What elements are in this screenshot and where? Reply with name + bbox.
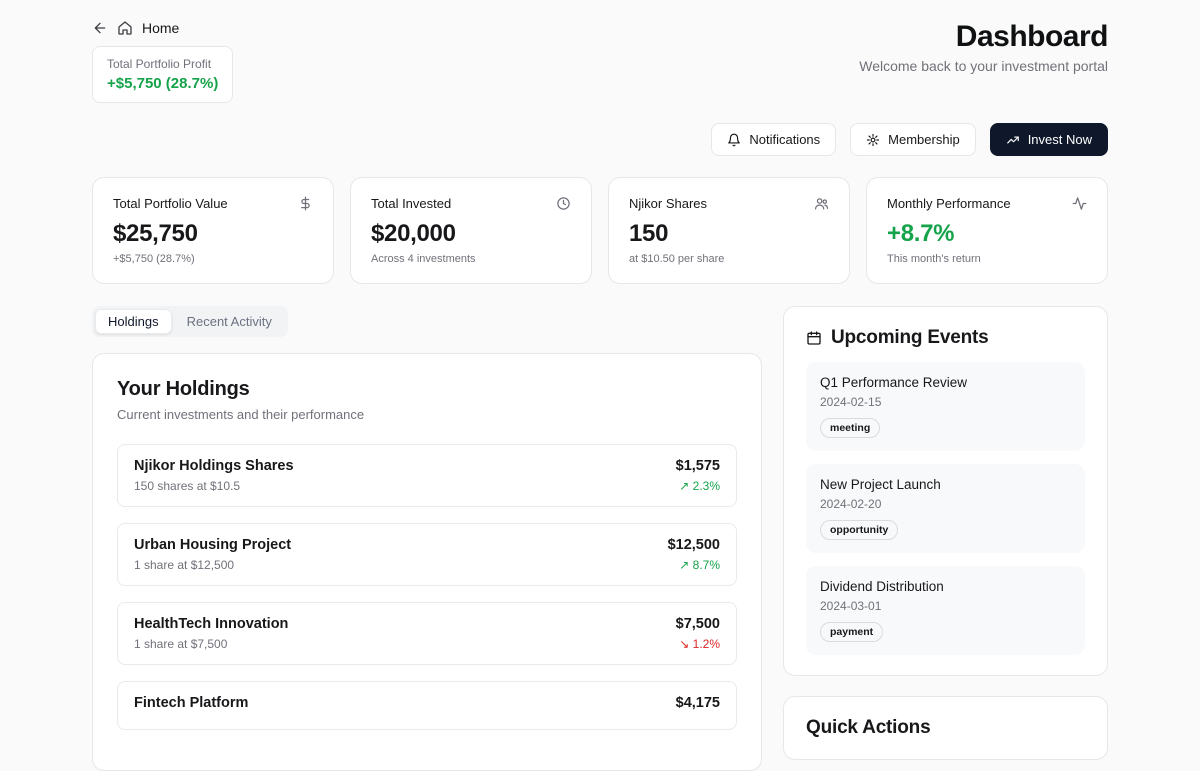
stat-label: Monthly Performance bbox=[887, 196, 1011, 211]
holding-row: Fintech Platform $4,175 bbox=[117, 681, 737, 730]
page-title: Dashboard bbox=[955, 20, 1109, 53]
event-tag-badge: opportunity bbox=[820, 520, 899, 540]
holding-name: Urban Housing Project bbox=[134, 537, 292, 553]
actions-row: Notifications Membership Invest Now bbox=[92, 123, 1108, 156]
holding-row: Urban Housing Project 1 share at $12,500… bbox=[117, 523, 737, 586]
stat-card-njikor-shares: Njikor Shares 150 at $10.50 per share bbox=[608, 177, 850, 284]
event-date: 2024-03-01 bbox=[820, 599, 882, 613]
stat-card-portfolio-value: Total Portfolio Value $25,750 +$5,750 (2… bbox=[92, 177, 334, 284]
stat-card-total-invested: Total Invested $20,000 Across 4 investme… bbox=[350, 177, 592, 284]
main-content: Holdings Recent Activity Your Holdings C… bbox=[92, 306, 1108, 771]
tab-recent-activity[interactable]: Recent Activity bbox=[174, 309, 285, 334]
clock-icon bbox=[556, 196, 571, 211]
event-date: 2024-02-20 bbox=[820, 497, 882, 511]
stat-label: Total Invested bbox=[371, 196, 452, 211]
stat-label: Total Portfolio Value bbox=[113, 196, 228, 211]
users-icon bbox=[814, 196, 829, 211]
right-column: Upcoming Events Q1 Performance Review 20… bbox=[783, 306, 1108, 760]
event-name: Q1 Performance Review bbox=[820, 375, 968, 390]
tab-bar: Holdings Recent Activity bbox=[92, 306, 288, 337]
left-column: Holdings Recent Activity Your Holdings C… bbox=[92, 306, 762, 771]
notifications-label: Notifications bbox=[749, 132, 821, 147]
holding-change: ↘ 1.2% bbox=[676, 637, 720, 651]
gear-icon bbox=[866, 133, 880, 147]
holding-change: ↗ 2.3% bbox=[676, 479, 720, 493]
holding-detail: 150 shares at $10.5 bbox=[134, 479, 241, 493]
holding-detail: 1 share at $7,500 bbox=[134, 637, 228, 651]
breadcrumb: Home bbox=[92, 20, 233, 36]
notifications-button[interactable]: Notifications bbox=[711, 123, 837, 156]
trend-arrow-icon: ↗ bbox=[679, 479, 690, 493]
home-icon[interactable] bbox=[117, 20, 133, 36]
holdings-list: Njikor Holdings Shares 150 shares at $10… bbox=[117, 444, 737, 730]
dollar-icon bbox=[298, 196, 313, 211]
stat-sub: at $10.50 per share bbox=[629, 253, 725, 265]
stat-value: $25,750 bbox=[113, 220, 198, 247]
stat-value: 150 bbox=[629, 220, 669, 247]
back-icon[interactable] bbox=[92, 20, 108, 36]
holding-value: $7,500 bbox=[675, 616, 720, 632]
stat-value: +8.7% bbox=[887, 220, 955, 247]
bell-icon bbox=[727, 133, 741, 147]
trend-arrow-icon: ↘ bbox=[679, 637, 690, 651]
stat-card-monthly-performance: Monthly Performance +8.7% This month's r… bbox=[866, 177, 1108, 284]
membership-button[interactable]: Membership bbox=[850, 123, 976, 156]
holding-detail: 1 share at $12,500 bbox=[134, 558, 235, 572]
topbar: Home Total Portfolio Profit +$5,750 (28.… bbox=[92, 20, 1108, 103]
topbar-left: Home Total Portfolio Profit +$5,750 (28.… bbox=[92, 20, 234, 103]
topbar-right: Dashboard Welcome back to your investmen… bbox=[859, 20, 1108, 74]
holdings-title: Your Holdings bbox=[117, 378, 250, 400]
event-item: New Project Launch 2024-02-20 opportunit… bbox=[806, 464, 1085, 553]
page-subtitle: Welcome back to your investment portal bbox=[859, 58, 1108, 74]
holding-change: ↗ 8.7% bbox=[668, 558, 720, 572]
tab-holdings[interactable]: Holdings bbox=[95, 309, 172, 334]
event-tag-badge: payment bbox=[820, 622, 884, 642]
stat-sub: +$5,750 (28.7%) bbox=[113, 253, 195, 265]
holdings-subtitle: Current investments and their performanc… bbox=[117, 407, 365, 422]
event-name: Dividend Distribution bbox=[820, 579, 944, 594]
stat-sub: Across 4 investments bbox=[371, 253, 476, 265]
holding-row: HealthTech Innovation 1 share at $7,500 … bbox=[117, 602, 737, 665]
total-profit-card: Total Portfolio Profit +$5,750 (28.7%) bbox=[92, 46, 234, 103]
upcoming-events-card: Upcoming Events Q1 Performance Review 20… bbox=[783, 306, 1108, 676]
holding-name: Njikor Holdings Shares bbox=[134, 458, 294, 474]
invest-now-button[interactable]: Invest Now bbox=[989, 123, 1108, 156]
total-profit-label: Total Portfolio Profit bbox=[107, 57, 212, 71]
holding-change-value: 2.3% bbox=[692, 479, 720, 493]
stats-grid: Total Portfolio Value $25,750 +$5,750 (2… bbox=[92, 177, 1108, 284]
dashboard-page: Home Total Portfolio Profit +$5,750 (28.… bbox=[92, 20, 1108, 771]
quick-actions-card: Quick Actions bbox=[783, 696, 1108, 760]
membership-label: Membership bbox=[888, 132, 960, 147]
total-profit-value: +$5,750 (28.7%) bbox=[107, 75, 219, 92]
holding-value: $1,575 bbox=[675, 458, 720, 474]
stat-label: Njikor Shares bbox=[629, 196, 708, 211]
events-title: Upcoming Events bbox=[831, 327, 989, 348]
trending-up-icon bbox=[1006, 133, 1020, 147]
holding-value: $4,175 bbox=[675, 695, 720, 711]
holding-change-value: 1.2% bbox=[692, 637, 720, 651]
holding-value: $12,500 bbox=[667, 537, 720, 553]
invest-now-label: Invest Now bbox=[1027, 132, 1092, 147]
holding-name: Fintech Platform bbox=[134, 695, 249, 711]
calendar-icon bbox=[806, 330, 822, 346]
stat-sub: This month's return bbox=[887, 253, 981, 265]
event-name: New Project Launch bbox=[820, 477, 941, 492]
event-item: Q1 Performance Review 2024-02-15 meeting bbox=[806, 362, 1085, 451]
holding-row: Njikor Holdings Shares 150 shares at $10… bbox=[117, 444, 737, 507]
stat-value: $20,000 bbox=[371, 220, 456, 247]
quick-actions-title: Quick Actions bbox=[806, 717, 931, 738]
event-tag-badge: meeting bbox=[820, 418, 881, 438]
holdings-card: Your Holdings Current investments and th… bbox=[92, 353, 762, 771]
holding-name: HealthTech Innovation bbox=[134, 616, 289, 632]
holding-change-value: 8.7% bbox=[692, 558, 720, 572]
activity-icon bbox=[1072, 196, 1087, 211]
event-date: 2024-02-15 bbox=[820, 395, 882, 409]
trend-arrow-icon: ↗ bbox=[679, 558, 690, 572]
event-item: Dividend Distribution 2024-03-01 payment bbox=[806, 566, 1085, 655]
home-link[interactable]: Home bbox=[142, 20, 180, 36]
